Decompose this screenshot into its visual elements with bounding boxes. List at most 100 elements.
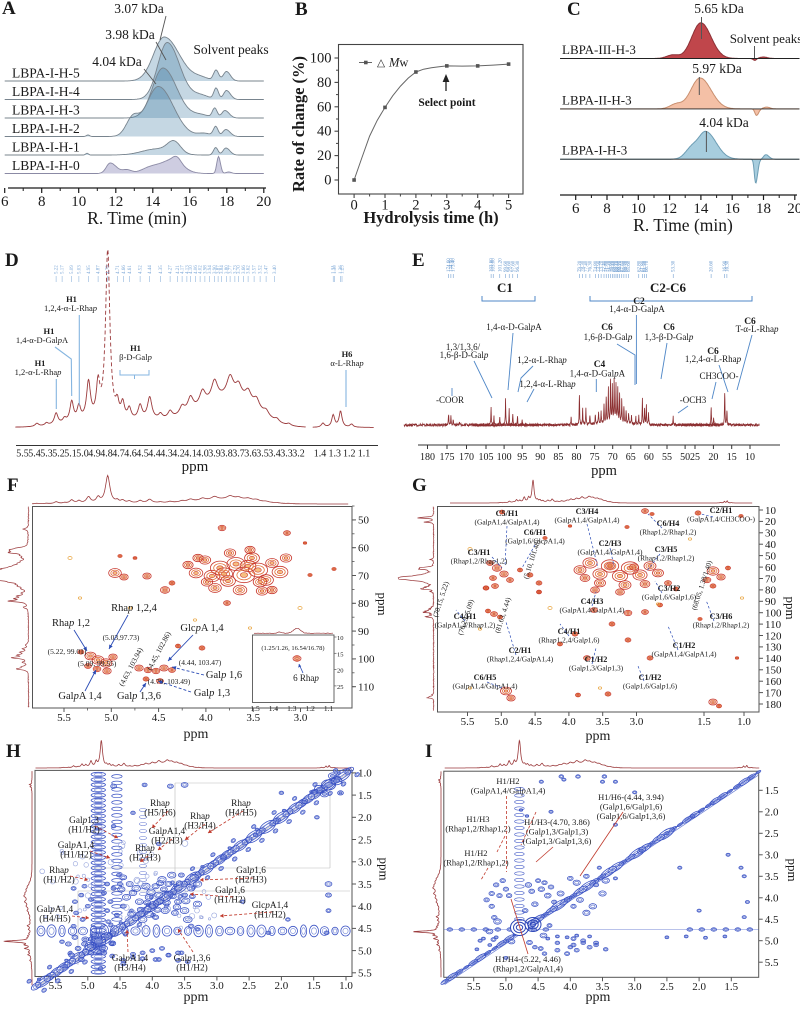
svg-text:3.73: 3.73	[233, 265, 238, 274]
svg-text:4.6: 4.6	[124, 449, 137, 460]
svg-text:130: 130	[765, 642, 782, 654]
svg-text:2.0: 2.0	[275, 980, 289, 992]
svg-text:100: 100	[310, 51, 332, 67]
svg-text:C2: C2	[633, 297, 645, 307]
svg-text:3.0: 3.0	[358, 857, 372, 869]
svg-text:GalpA1,4: GalpA1,4	[112, 954, 149, 964]
svg-text:3.80: 3.80	[225, 265, 230, 274]
svg-text:(GalpA1,4/GalpA1,4): (GalpA1,4/GalpA1,4)	[578, 548, 643, 557]
svg-text:3.62: 3.62	[247, 265, 252, 274]
svg-text:ppm: ppm	[785, 858, 800, 881]
svg-text:4.04 kDa: 4.04 kDa	[92, 54, 142, 69]
svg-text:Galp1,6: Galp1,6	[215, 886, 245, 896]
svg-text:ppm: ppm	[783, 596, 798, 619]
svg-text:C3/H1: C3/H1	[468, 548, 491, 557]
svg-text:ppm: ppm	[591, 463, 618, 479]
svg-text:71.80: 71.80	[605, 260, 610, 272]
svg-text:60.70: 60.70	[645, 260, 650, 272]
svg-text:(H2/H3): (H2/H3)	[151, 836, 183, 847]
svg-text:73.20: 73.20	[600, 260, 605, 272]
svg-text:CH3COO-: CH3COO-	[699, 371, 738, 381]
svg-text:4.17: 4.17	[181, 265, 186, 274]
svg-text:18: 18	[756, 201, 771, 217]
svg-text:C6/H1: C6/H1	[524, 528, 547, 537]
svg-text:3.77: 3.77	[229, 265, 234, 274]
svg-text:25: 25	[690, 452, 700, 463]
svg-text:50: 50	[765, 550, 777, 562]
svg-text:LBPA-I-H-1: LBPA-I-H-1	[12, 140, 80, 155]
svg-text:3.5: 3.5	[358, 879, 372, 891]
svg-text:4.3: 4.3	[160, 449, 173, 460]
svg-text:(Galp1,3/Galp1,3,6): (Galp1,3/Galp1,3,6)	[523, 836, 592, 846]
svg-text:Galp1,3: Galp1,3	[69, 816, 99, 826]
svg-text:1,6-β-D-Galp: 1,6-β-D-Galp	[440, 350, 489, 360]
svg-text:50: 50	[358, 515, 370, 527]
svg-text:1: 1	[381, 198, 388, 214]
svg-text:3.52: 3.52	[259, 265, 264, 274]
svg-text:(H1/H2): (H1/H2)	[43, 875, 75, 886]
svg-text:16: 16	[182, 194, 198, 210]
svg-text:GalpA1,4: GalpA1,4	[58, 841, 95, 851]
svg-text:90: 90	[358, 626, 370, 638]
svg-text:β-D-Galp: β-D-Galp	[119, 352, 152, 362]
svg-text:1,2-α-L-Rhap: 1,2-α-L-Rhap	[15, 367, 62, 377]
svg-text:C3/H2: C3/H2	[658, 584, 681, 593]
svg-text:5.09: 5.09	[70, 265, 75, 274]
svg-text:4.5: 4.5	[531, 981, 545, 993]
svg-text:5.97 kDa: 5.97 kDa	[692, 61, 742, 76]
svg-text:80: 80	[317, 75, 332, 91]
svg-text:1.4: 1.4	[269, 704, 279, 713]
svg-text:C3/H5: C3/H5	[655, 545, 678, 554]
svg-text:C1/H2: C1/H2	[639, 673, 662, 682]
svg-text:173.40: 173.40	[452, 258, 457, 272]
svg-text:(Rhap1,2/Rhap1,2): (Rhap1,2/Rhap1,2)	[443, 858, 508, 868]
svg-text:(H1/H2): (H1/H2)	[214, 895, 246, 906]
svg-text:Rhap: Rhap	[231, 799, 251, 809]
svg-text:-COOR: -COOR	[436, 395, 464, 405]
svg-text:C: C	[567, 0, 581, 20]
svg-text:(Rhap1,2/Rhap1,2): (Rhap1,2/Rhap1,2)	[445, 824, 510, 834]
svg-text:C1/H2: C1/H2	[673, 641, 696, 650]
svg-text:H1/H2: H1/H2	[464, 848, 487, 858]
svg-text:H1: H1	[43, 326, 54, 336]
svg-text:C6/H5: C6/H5	[474, 673, 497, 682]
svg-text:3.0: 3.0	[765, 850, 779, 862]
svg-text:5.03: 5.03	[77, 265, 82, 274]
svg-text:C3/H6: C3/H6	[710, 612, 733, 621]
svg-text:180: 180	[765, 699, 782, 711]
svg-text:20.60: 20.60	[710, 260, 715, 272]
svg-text:5.5: 5.5	[57, 712, 71, 724]
svg-text:Galp1,6: Galp1,6	[236, 866, 266, 876]
svg-text:C2/H1: C2/H1	[710, 506, 733, 515]
svg-text:H1/H2: H1/H2	[496, 776, 519, 786]
svg-text:174.00: 174.00	[449, 258, 454, 272]
svg-text:4.71: 4.71	[116, 265, 121, 274]
svg-text:10: 10	[745, 452, 755, 463]
svg-text:5.5: 5.5	[765, 957, 779, 969]
svg-text:C4/H1: C4/H1	[558, 627, 581, 636]
svg-text:110: 110	[358, 682, 375, 694]
svg-text:1,3-β-D-Galp: 1,3-β-D-Galp	[645, 332, 694, 342]
svg-text:16.30: 16.30	[725, 260, 730, 272]
svg-text:4: 4	[474, 198, 482, 214]
svg-text:80: 80	[765, 585, 777, 597]
svg-text:3.3: 3.3	[280, 449, 293, 460]
svg-text:5.5: 5.5	[461, 716, 475, 728]
svg-text:3.84: 3.84	[220, 265, 225, 274]
svg-text:H1/H3-(4.70, 3.86): H1/H3-(4.70, 3.86)	[524, 817, 590, 827]
svg-text:3.0: 3.0	[630, 716, 644, 728]
svg-text:(4.70, 103.49): (4.70, 103.49)	[148, 677, 191, 686]
svg-text:(Galp1,3/Galp1,3): (Galp1,3/Galp1,3)	[526, 827, 589, 837]
svg-text:4.0: 4.0	[145, 980, 159, 992]
svg-text:ppm: ppm	[586, 990, 611, 1005]
svg-text:ppm: ppm	[184, 990, 209, 1005]
svg-text:4.5: 4.5	[765, 914, 779, 926]
svg-text:(Galp1,6/Galp1,6): (Galp1,6/Galp1,6)	[600, 802, 663, 812]
svg-text:C2-C6: C2-C6	[650, 280, 687, 295]
svg-text:20: 20	[765, 516, 777, 528]
svg-text:D: D	[5, 250, 19, 271]
svg-text:Select point: Select point	[418, 97, 475, 109]
svg-text:61.80: 61.80	[641, 260, 646, 272]
svg-text:5.5: 5.5	[467, 981, 481, 993]
svg-text:4.2: 4.2	[172, 449, 185, 460]
